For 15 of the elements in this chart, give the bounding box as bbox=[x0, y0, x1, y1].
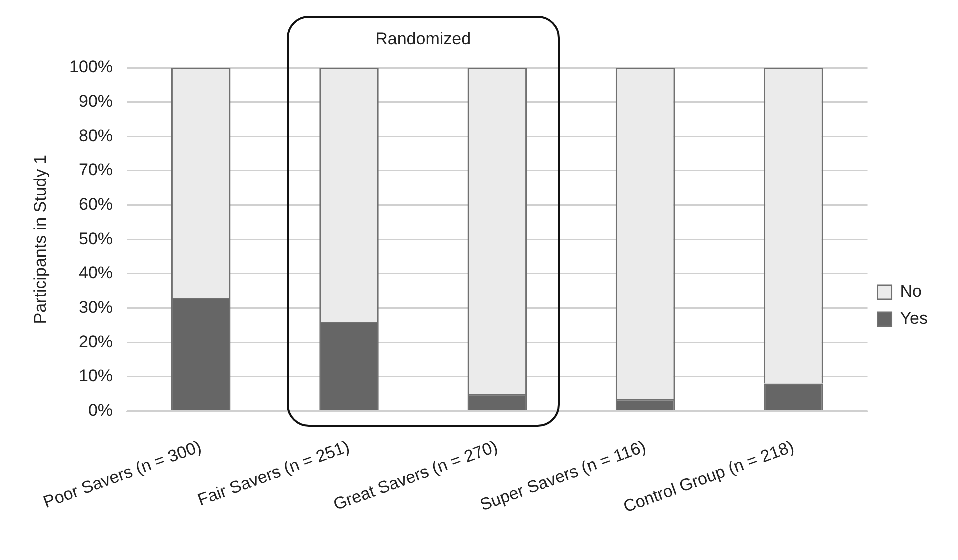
legend-label: Yes bbox=[900, 309, 928, 328]
legend-label: No bbox=[900, 282, 922, 302]
y-tick-label: 80% bbox=[79, 126, 114, 146]
y-tick-label: 100% bbox=[70, 58, 114, 77]
y-tick-label: 50% bbox=[79, 229, 114, 248]
y-tick-label: 40% bbox=[79, 264, 114, 283]
y-tick-label: 30% bbox=[79, 298, 114, 317]
y-tick-label: 90% bbox=[79, 92, 114, 112]
y-tick-label: 20% bbox=[79, 332, 114, 352]
y-tick-label: 10% bbox=[79, 366, 114, 386]
y-axis-title: Participants in Study 1 bbox=[31, 155, 50, 324]
text: Randomized bbox=[376, 30, 472, 49]
y-tick-label: 60% bbox=[79, 194, 114, 214]
y-tick-label: 70% bbox=[79, 160, 114, 180]
y-tick-label: 0% bbox=[88, 400, 114, 420]
